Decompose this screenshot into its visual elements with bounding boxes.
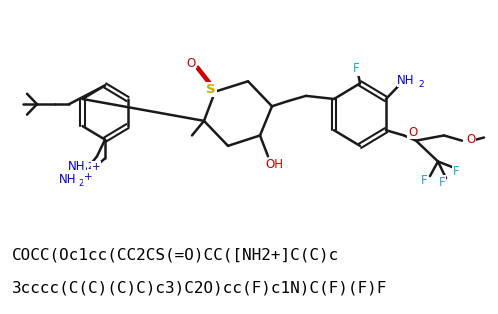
Text: NH: NH	[59, 173, 77, 186]
Text: NH: NH	[397, 74, 415, 87]
Text: +: +	[92, 162, 100, 172]
Text: COCC(Oc1cc(CC2CS(=O)CC([NH2+]C(C)c: COCC(Oc1cc(CC2CS(=O)CC([NH2+]C(C)c	[12, 247, 339, 263]
Text: F: F	[453, 165, 459, 178]
Text: F: F	[439, 176, 445, 189]
Text: F: F	[421, 174, 427, 187]
Text: F: F	[353, 62, 360, 75]
Text: O: O	[408, 126, 417, 139]
Text: OH: OH	[265, 158, 283, 171]
Text: 3cccc(C(C)(C)C)c3)C2O)cc(F)c1N)C(F)(F)F: 3cccc(C(C)(C)C)c3)C2O)cc(F)c1N)C(F)(F)F	[12, 281, 387, 296]
Text: O: O	[466, 133, 475, 146]
Text: NH: NH	[68, 160, 86, 173]
Text: S: S	[206, 83, 216, 96]
Text: 2: 2	[87, 162, 93, 171]
Text: 2: 2	[418, 80, 424, 89]
Text: +: +	[84, 172, 93, 182]
Text: 2: 2	[78, 179, 83, 188]
Text: O: O	[186, 57, 196, 70]
